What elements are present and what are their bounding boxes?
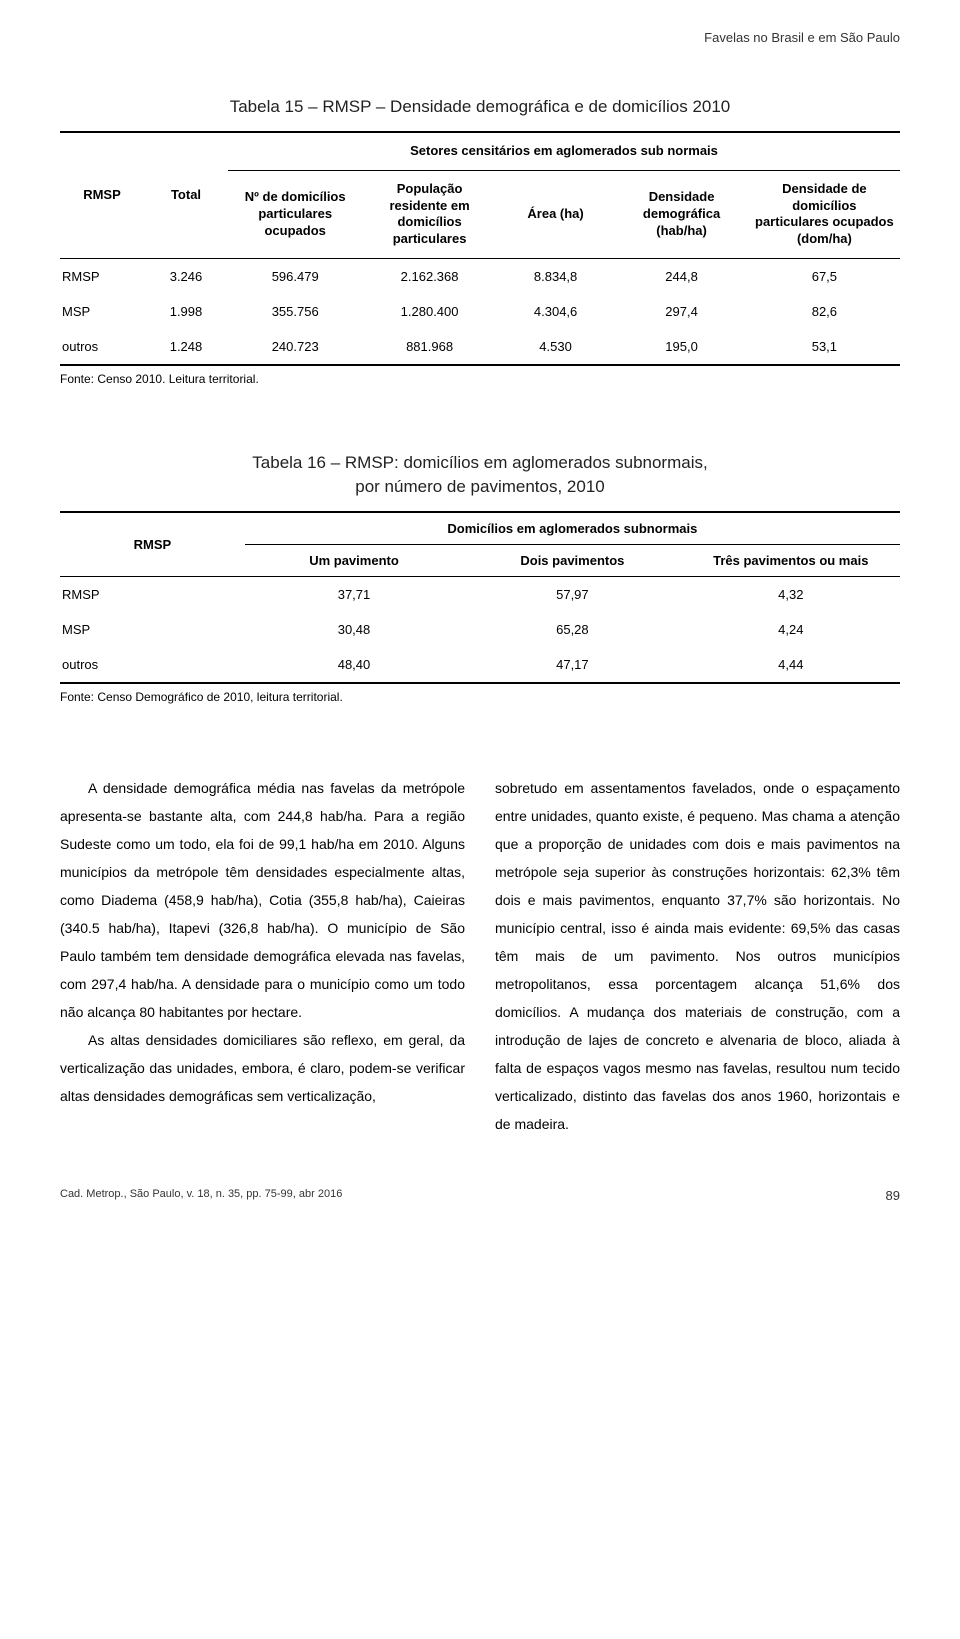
table-cell: outros	[60, 647, 245, 683]
page-footer: Cad. Metrop., São Paulo, v. 18, n. 35, p…	[60, 1188, 900, 1203]
table-15-col-header: Densidade demográfica (hab/ha)	[614, 170, 748, 259]
table-row: RMSP 3.246 596.479 2.162.368 8.834,8 244…	[60, 259, 900, 295]
table-cell: 48,40	[245, 647, 463, 683]
table-cell: 82,6	[749, 294, 900, 329]
table-cell: 37,71	[245, 576, 463, 612]
body-text: A densidade demográfica média nas favela…	[60, 774, 900, 1138]
table-cell: 4.304,6	[497, 294, 615, 329]
table-15-source: Fonte: Censo 2010. Leitura territorial.	[60, 372, 900, 386]
table-15-col-header: Total	[144, 132, 228, 259]
body-paragraph: sobretudo em assentamentos favelados, on…	[495, 774, 900, 1138]
table-cell: 47,17	[463, 647, 681, 683]
table-16-title-line2: por número de pavimentos, 2010	[355, 477, 605, 496]
table-cell: 67,5	[749, 259, 900, 295]
table-cell: 355.756	[228, 294, 362, 329]
table-row: MSP 1.998 355.756 1.280.400 4.304,6 297,…	[60, 294, 900, 329]
table-cell: 4,32	[682, 576, 900, 612]
table-row: RMSP 37,71 57,97 4,32	[60, 576, 900, 612]
footer-citation: Cad. Metrop., São Paulo, v. 18, n. 35, p…	[60, 1188, 342, 1203]
table-cell: 1.248	[144, 329, 228, 365]
table-15: RMSP Total Setores censitários em aglome…	[60, 131, 900, 366]
table-row: outros 1.248 240.723 881.968 4.530 195,0…	[60, 329, 900, 365]
running-header: Favelas no Brasil e em São Paulo	[60, 30, 900, 45]
table-15-col-header: Densidade de domicílios particulares ocu…	[749, 170, 900, 259]
table-cell: 53,1	[749, 329, 900, 365]
table-cell: RMSP	[60, 259, 144, 295]
table-16-title-line1: Tabela 16 – RMSP: domicílios em aglomera…	[252, 453, 707, 472]
table-cell: 244,8	[614, 259, 748, 295]
table-cell: 4.530	[497, 329, 615, 365]
table-cell: outros	[60, 329, 144, 365]
table-15-span-header: Setores censitários em aglomerados sub n…	[228, 132, 900, 170]
body-paragraph: As altas densidades domiciliares são ref…	[60, 1026, 465, 1110]
table-16-section: Tabela 16 – RMSP: domicílios em aglomera…	[60, 451, 900, 704]
table-16-col-header: Três pavimentos ou mais	[682, 544, 900, 576]
table-15-col-header: RMSP	[60, 132, 144, 259]
table-15-col-header: Área (ha)	[497, 170, 615, 259]
table-16-col-header: Dois pavimentos	[463, 544, 681, 576]
body-column-left: A densidade demográfica média nas favela…	[60, 774, 465, 1138]
table-16-col-header: Um pavimento	[245, 544, 463, 576]
table-15-col-header: Nº de domicílios particulares ocupados	[228, 170, 362, 259]
table-cell: 881.968	[362, 329, 496, 365]
table-cell: 57,97	[463, 576, 681, 612]
table-row: outros 48,40 47,17 4,44	[60, 647, 900, 683]
table-16-col-header: RMSP	[60, 512, 245, 577]
table-cell: 195,0	[614, 329, 748, 365]
page-number: 89	[886, 1188, 900, 1203]
table-row: MSP 30,48 65,28 4,24	[60, 612, 900, 647]
table-15-col-header: População residente em domicílios partic…	[362, 170, 496, 259]
body-column-right: sobretudo em assentamentos favelados, on…	[495, 774, 900, 1138]
table-cell: MSP	[60, 612, 245, 647]
table-cell: 30,48	[245, 612, 463, 647]
table-cell: 65,28	[463, 612, 681, 647]
table-16-source: Fonte: Censo Demográfico de 2010, leitur…	[60, 690, 900, 704]
table-cell: 1.998	[144, 294, 228, 329]
table-cell: 3.246	[144, 259, 228, 295]
table-15-section: Tabela 15 – RMSP – Densidade demográfica…	[60, 95, 900, 386]
table-cell: 297,4	[614, 294, 748, 329]
table-cell: 596.479	[228, 259, 362, 295]
table-cell: 4,44	[682, 647, 900, 683]
table-15-title: Tabela 15 – RMSP – Densidade demográfica…	[60, 95, 900, 119]
table-cell: 4,24	[682, 612, 900, 647]
table-cell: MSP	[60, 294, 144, 329]
table-cell: RMSP	[60, 576, 245, 612]
body-paragraph: A densidade demográfica média nas favela…	[60, 774, 465, 1026]
table-16-title: Tabela 16 – RMSP: domicílios em aglomera…	[60, 451, 900, 499]
table-16-span-header: Domicílios em aglomerados subnormais	[245, 512, 900, 545]
table-16: RMSP Domicílios em aglomerados subnormai…	[60, 511, 900, 684]
table-cell: 240.723	[228, 329, 362, 365]
table-cell: 8.834,8	[497, 259, 615, 295]
table-cell: 1.280.400	[362, 294, 496, 329]
table-cell: 2.162.368	[362, 259, 496, 295]
